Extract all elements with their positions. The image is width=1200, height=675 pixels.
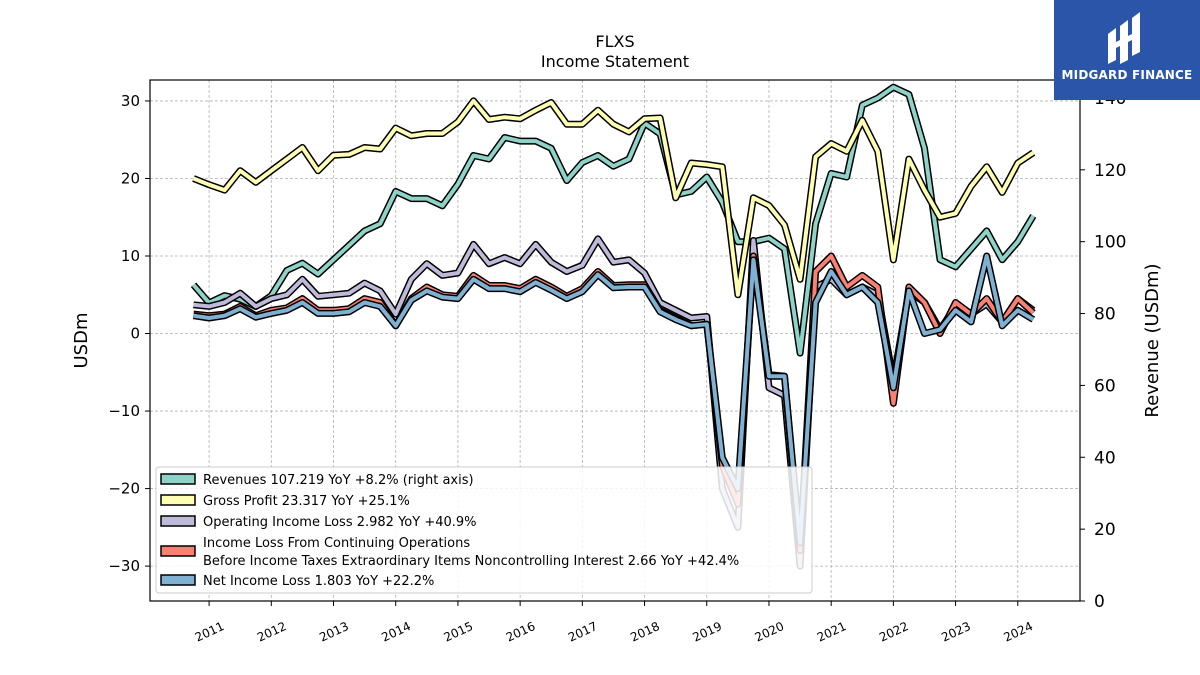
y-tick-label: 30: [121, 92, 140, 110]
legend-box: [155, 466, 813, 594]
y2-tick-label: 40: [1094, 448, 1116, 468]
y2-axis-label: Revenue (USDm): [1142, 263, 1163, 417]
series-line-net-income-loss: [193, 254, 1035, 545]
x-tick-label: 2012: [255, 619, 289, 645]
y2-tick-label: 80: [1094, 305, 1116, 325]
plot-frame: [149, 79, 1081, 602]
x-tick-label: 2018: [628, 619, 662, 645]
brand-logo: MIDGARD FINANCE: [1054, 0, 1200, 100]
legend-label: Before Income Taxes Extraordinary Items …: [203, 554, 739, 569]
y2-tick-label: 100: [1094, 233, 1126, 253]
x-tick-label: 2020: [753, 619, 787, 645]
y2-tick-label: 0: [1094, 592, 1105, 612]
brand-name: MIDGARD FINANCE: [1061, 68, 1193, 82]
legend-swatch: [160, 545, 196, 557]
y-axis-label: USDm: [71, 313, 92, 369]
chart-subtitle: Income Statement: [540, 52, 690, 71]
x-tick-label: 2024: [1001, 619, 1035, 645]
y-tick-label: 20: [121, 169, 140, 187]
legend-swatch: [160, 494, 196, 506]
x-tick-label: 2022: [877, 619, 911, 645]
y-tick-label: −10: [108, 402, 140, 420]
x-tick-label: 2014: [379, 619, 413, 645]
series-outline-gross-profit: [192, 97, 1036, 299]
series-line-gross-profit: [192, 98, 1035, 297]
logo-icon: [1108, 12, 1140, 64]
legend-label: Gross Profit 23.317 YoY +25.1%: [203, 494, 410, 509]
y-tick-label: −30: [108, 557, 140, 575]
legend-swatch: [160, 515, 196, 527]
legend: Revenues 107.219 YoY +8.2% (right axis) G…: [155, 466, 813, 594]
chart-title: FLXS: [595, 32, 635, 51]
x-tick-label: 2021: [815, 619, 849, 645]
legend-label: Net Income Loss 1.803 YoY +22.2%: [203, 574, 434, 589]
y2-tick-label: 60: [1094, 376, 1116, 396]
y2-tick-label: 120: [1094, 161, 1126, 181]
y-tick-label: 0: [130, 325, 140, 343]
x-tick-label: 2017: [566, 619, 600, 645]
y-tick-label: −20: [108, 480, 140, 498]
series-line-revenues: [191, 85, 1036, 356]
y2-tick-label: 20: [1094, 520, 1116, 540]
y-tick-label: 10: [121, 247, 140, 265]
legend-swatch: [160, 473, 196, 485]
legend-label: Revenues 107.219 YoY +8.2% (right axis): [203, 473, 474, 488]
x-tick-label: 2013: [317, 619, 351, 645]
x-tick-label: 2023: [939, 619, 973, 645]
x-tick-label: 2019: [690, 619, 724, 645]
legend-label: Income Loss From Continuing Operations: [203, 536, 470, 551]
x-tick-label: 2011: [193, 619, 227, 645]
legend-label: Operating Income Loss 2.982 YoY +40.9%: [203, 515, 477, 530]
x-tick-label: 2016: [504, 619, 538, 645]
x-tick-label: 2015: [442, 619, 476, 645]
series-group: [190, 83, 1037, 570]
legend-swatch: [160, 574, 196, 586]
